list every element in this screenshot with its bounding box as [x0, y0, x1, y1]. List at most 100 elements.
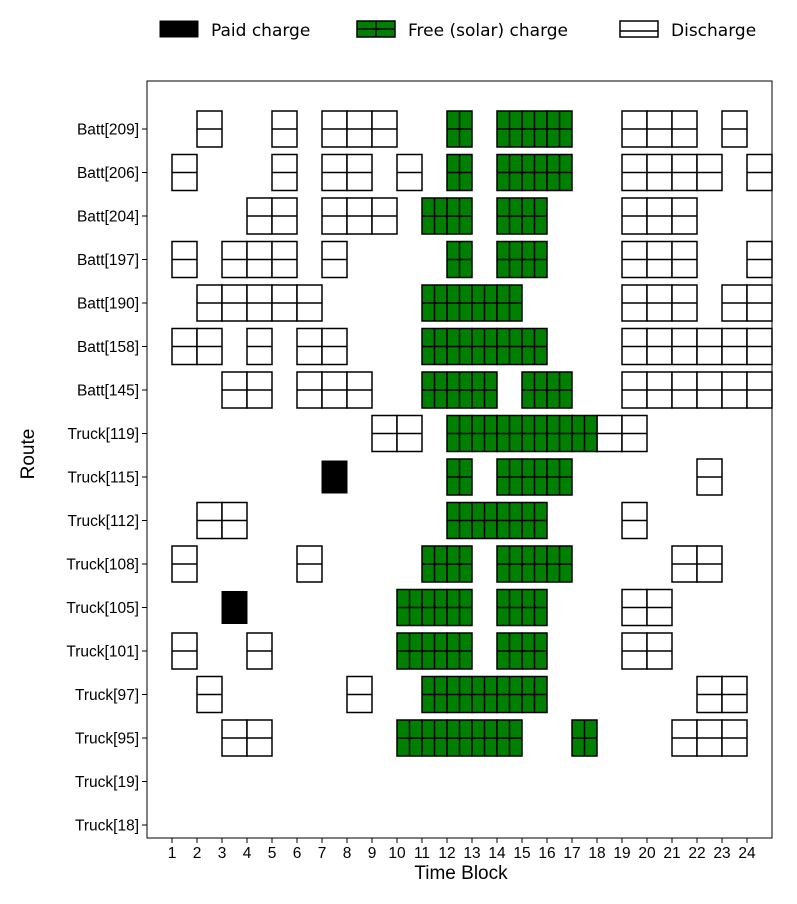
solar-cell-batt-158-t11 — [421, 327, 448, 366]
legend-label-solar: Free (solar) charge — [408, 21, 568, 41]
discharge-cell-batt-158-t22 — [696, 327, 723, 366]
discharge-cell-batt-158-t23 — [721, 327, 748, 366]
solar-cell-batt-209-t12 — [446, 110, 473, 148]
discharge-cell-batt-204-t19 — [621, 197, 648, 235]
discharge-cell-batt-158-t7 — [321, 327, 348, 366]
discharge-cell-batt-158-t21 — [671, 327, 698, 366]
discharge-cell-truck-95-t22 — [696, 719, 723, 757]
discharge-cell-truck-95-t3 — [221, 719, 248, 757]
y-tick-label-batt-209: Batt[209] — [77, 122, 139, 139]
y-tick-label-batt-204: Batt[204] — [77, 209, 139, 226]
solar-cell-truck-115-t12 — [446, 458, 473, 496]
discharge-cell-batt-190-t6 — [296, 284, 323, 322]
solar-cell-batt-204-t11 — [421, 197, 448, 235]
solar-cell-batt-209-t16 — [546, 110, 573, 148]
x-tick-label-17: 17 — [563, 845, 580, 862]
discharge-cell-batt-209-t20 — [646, 110, 673, 148]
x-tick-label-11: 11 — [414, 845, 430, 862]
discharge-cell-batt-206-t19 — [621, 153, 648, 192]
discharge-cell-truck-97-t2 — [196, 675, 223, 714]
solar-cell-truck-119-t12 — [446, 414, 473, 453]
discharge-cell-batt-197-t4 — [246, 240, 273, 279]
solar-cell-truck-119-t14 — [496, 414, 523, 453]
discharge-cell-batt-197-t21 — [671, 240, 698, 279]
y-tick-label-truck-18: Truck[18] — [75, 818, 139, 835]
x-tick-label-1: 1 — [168, 845, 177, 862]
solar-cell-truck-108-t16 — [546, 545, 573, 583]
discharge-cell-batt-206-t7 — [321, 153, 348, 192]
solar-cell-batt-204-t14 — [496, 197, 523, 235]
x-axis-label: Time Block — [414, 863, 508, 884]
x-tick-label-5: 5 — [268, 845, 277, 862]
discharge-cell-batt-190-t24 — [746, 284, 773, 322]
solar-cell-batt-158-t13 — [471, 327, 498, 366]
solar-cell-truck-101-t14 — [496, 632, 523, 670]
x-tick-label-20: 20 — [638, 845, 656, 862]
discharge-cell-truck-112-t19 — [621, 501, 648, 540]
discharge-cell-batt-209-t9 — [371, 110, 398, 148]
y-axis: Batt[209] Batt[206] Batt[204] Batt[197] Batt… — [66, 122, 147, 835]
solar-cell-truck-108-t15 — [521, 545, 548, 583]
discharge-cell-batt-204-t7 — [321, 197, 348, 235]
discharge-cell-batt-158-t1 — [171, 327, 198, 366]
paid-cell-truck-105-t3 — [221, 591, 248, 624]
discharge-cell-truck-119-t19 — [621, 414, 648, 453]
solar-cell-truck-112-t14 — [496, 501, 523, 540]
solar-cell-batt-158-t14 — [496, 327, 523, 366]
discharge-cell-batt-145-t23 — [721, 371, 748, 409]
solar-cell-batt-158-t12 — [446, 327, 473, 366]
discharge-cell-batt-206-t8 — [346, 153, 373, 192]
discharge-cell-batt-197-t20 — [646, 240, 673, 279]
solar-cell-batt-197-t14 — [496, 240, 523, 279]
discharge-cell-truck-101-t20 — [646, 632, 673, 670]
discharge-cell-truck-97-t8 — [346, 675, 373, 714]
discharge-cell-truck-105-t20 — [646, 588, 673, 627]
discharge-cell-batt-209-t23 — [721, 110, 748, 148]
solar-cell-truck-101-t11 — [421, 632, 448, 670]
discharge-cell-truck-108-t6 — [296, 545, 323, 583]
discharge-cell-truck-112-t2 — [196, 501, 223, 540]
x-tick-label-22: 22 — [688, 845, 705, 862]
discharge-cell-batt-145-t24 — [746, 371, 773, 409]
legend-swatch-paid — [159, 20, 199, 38]
paid-cell-truck-115-t7 — [321, 460, 348, 494]
solar-cell-truck-119-t15 — [521, 414, 548, 453]
solar-cell-batt-206-t16 — [546, 153, 573, 192]
solar-cell-truck-112-t13 — [471, 501, 498, 540]
y-tick-label-truck-115: Truck[115] — [68, 470, 140, 487]
x-tick-label-24: 24 — [738, 845, 756, 862]
y-tick-label-truck-112: Truck[112] — [68, 513, 140, 530]
y-tick-label-batt-206: Batt[206] — [77, 165, 139, 182]
y-tick-label-batt-190: Batt[190] — [77, 296, 139, 313]
discharge-cell-truck-97-t23 — [721, 675, 748, 714]
y-tick-label-truck-97: Truck[97] — [75, 687, 139, 704]
solar-cell-truck-95-t17 — [571, 719, 598, 757]
discharge-cell-batt-209-t7 — [321, 110, 348, 148]
discharge-cell-batt-145-t21 — [671, 371, 698, 409]
discharge-cell-truck-119-t10 — [396, 414, 423, 453]
discharge-cell-batt-204-t21 — [671, 197, 698, 235]
legend-label-paid: Paid charge — [211, 21, 310, 41]
solar-cell-batt-190-t13 — [471, 284, 498, 322]
solar-cell-batt-145-t13 — [471, 371, 498, 409]
discharge-cell-batt-158-t4 — [246, 327, 273, 366]
discharge-cell-batt-190-t3 — [221, 284, 248, 322]
discharge-cell-truck-101-t1 — [171, 632, 198, 670]
solar-cell-truck-119-t17 — [571, 414, 598, 453]
discharge-cell-truck-108-t21 — [671, 545, 698, 583]
x-tick-label-15: 15 — [513, 845, 530, 862]
discharge-cell-batt-158-t2 — [196, 327, 223, 366]
legend-item-discharge: Discharge — [619, 20, 756, 41]
discharge-cell-truck-119-t9 — [371, 414, 398, 453]
solar-cell-truck-97-t13 — [471, 675, 498, 714]
x-tick-label-21: 21 — [663, 845, 680, 862]
discharge-cell-batt-190-t5 — [271, 284, 298, 322]
discharge-cell-batt-206-t1 — [171, 153, 198, 192]
solar-cell-truck-115-t14 — [496, 458, 523, 496]
discharge-cell-batt-206-t5 — [271, 153, 298, 192]
discharge-cell-batt-145-t22 — [696, 371, 723, 409]
y-tick-label-truck-19: Truck[19] — [75, 774, 139, 791]
discharge-cell-batt-145-t7 — [321, 371, 348, 409]
discharge-cell-batt-190-t20 — [646, 284, 673, 322]
